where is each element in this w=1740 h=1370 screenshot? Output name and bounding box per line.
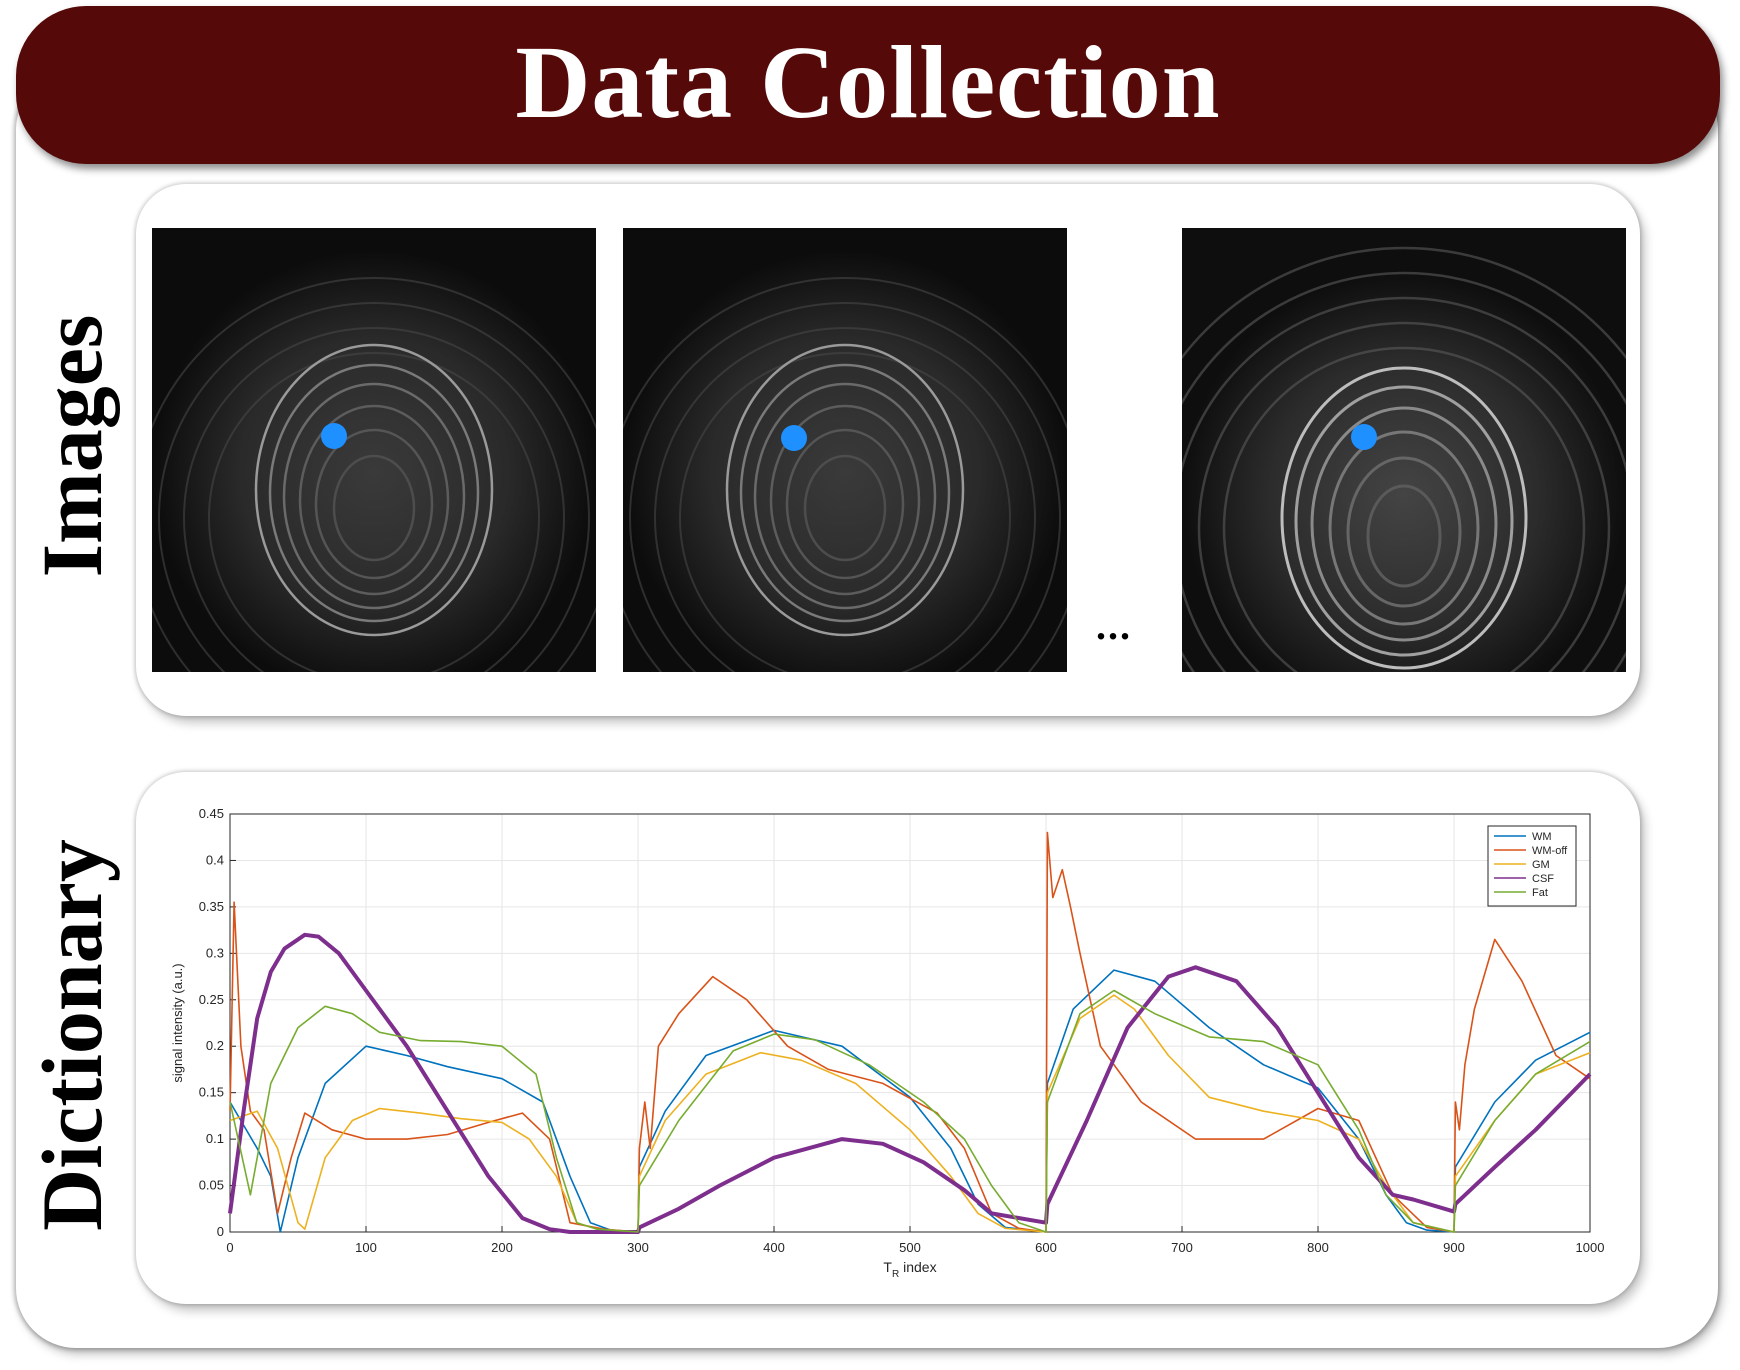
legend-label-wm: WM <box>1532 831 1552 843</box>
mri-image-frame-2 <box>623 228 1067 672</box>
x-tick-label-3: 300 <box>627 1240 649 1255</box>
x-tick-label-0: 0 <box>226 1240 233 1255</box>
dictionary-section-label: Dictionary <box>24 839 120 1231</box>
dictionary-chart: 0 100 200 300 400 500 600 700 800 900 1000 0 0.05 0.1… <box>170 806 1605 1280</box>
voxel-marker-2 <box>781 425 807 451</box>
title-banner: Data Collection <box>16 6 1720 164</box>
mri-image-frame-3 <box>1182 228 1626 672</box>
images-section-label: Images <box>24 314 120 578</box>
x-tick-label-1: 100 <box>355 1240 377 1255</box>
y-tick-label-1: 0.05 <box>199 1178 224 1193</box>
page-title: Data Collection <box>515 24 1221 140</box>
x-tick-label-8: 800 <box>1307 1240 1329 1255</box>
y-tick-label-6: 0.3 <box>206 945 224 960</box>
x-tick-label-5: 500 <box>899 1240 921 1255</box>
x-tick-label-9: 900 <box>1443 1240 1465 1255</box>
legend-label-fat: Fat <box>1532 887 1548 899</box>
ellipsis-text: ... <box>1096 603 1132 648</box>
x-axis-label: TR index <box>883 1259 936 1280</box>
legend-label-wm-off: WM-off <box>1532 845 1568 857</box>
y-axis-label: signal intensity (a.u.) <box>170 963 185 1082</box>
y-tick-label-2: 0.1 <box>206 1131 224 1146</box>
series-line-fat <box>229 989 1591 1233</box>
voxel-marker-1 <box>321 423 347 449</box>
mri-image-frame-1 <box>152 228 596 672</box>
y-tick-label-3: 0.15 <box>199 1085 224 1100</box>
y-tick-label-8: 0.4 <box>206 852 224 867</box>
x-tick-label-2: 200 <box>491 1240 513 1255</box>
y-tick-label-7: 0.35 <box>199 899 224 914</box>
series-line-csf <box>228 932 1592 1234</box>
y-tick-label-9: 0.45 <box>199 806 224 821</box>
y-tick-label-5: 0.25 <box>199 992 224 1007</box>
legend-label-csf: CSF <box>1532 873 1554 885</box>
legend-label-gm: GM <box>1532 859 1550 871</box>
series-line-gm <box>229 994 1591 1233</box>
mri-image-1-graphic <box>152 228 596 672</box>
series-line-wm <box>229 969 1591 1233</box>
series-line-wm-off <box>229 831 1591 1233</box>
x-tick-label-6: 600 <box>1035 1240 1057 1255</box>
mri-image-3-graphic <box>1182 228 1626 672</box>
x-tick-label-10: 1000 <box>1576 1240 1605 1255</box>
voxel-marker-3 <box>1351 424 1377 450</box>
y-tick-label-4: 0.2 <box>206 1038 224 1053</box>
y-tick-label-0: 0 <box>217 1224 224 1239</box>
mri-image-2-graphic <box>623 228 1067 672</box>
x-tick-label-4: 400 <box>763 1240 785 1255</box>
x-tick-label-7: 700 <box>1171 1240 1193 1255</box>
